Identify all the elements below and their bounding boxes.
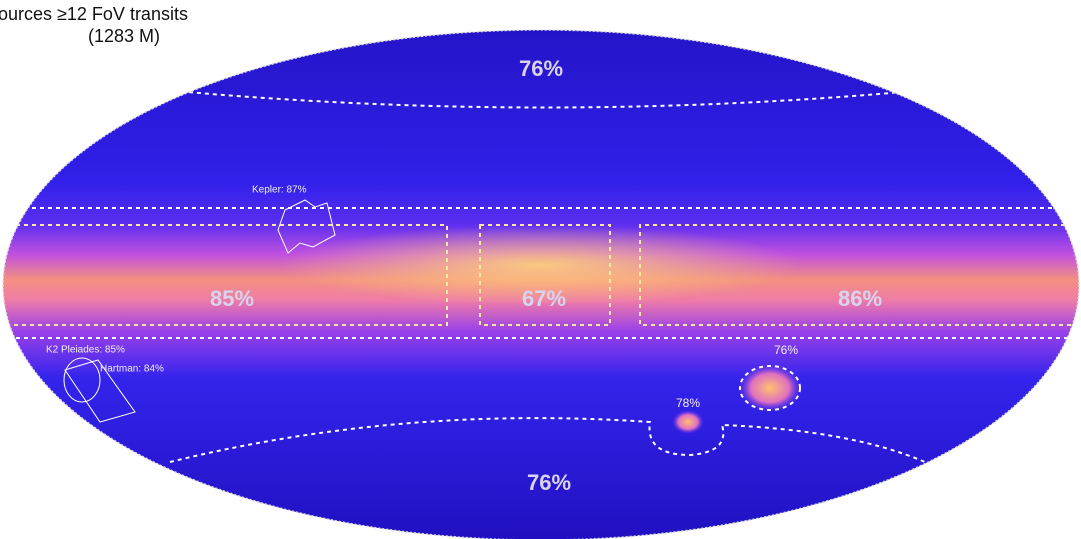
- region-label: 76%: [774, 343, 798, 357]
- region-label: 85%: [210, 286, 254, 311]
- field-label: K2 Pleiades: 85%: [46, 345, 125, 356]
- header-line: (1283 M): [88, 26, 160, 46]
- region-label: 86%: [838, 286, 882, 311]
- field-label: Kepler: 87%: [252, 185, 307, 196]
- header-line: ources ≥12 FoV transits: [0, 4, 188, 24]
- region-label: 78%: [676, 396, 700, 410]
- region-label: 76%: [519, 56, 563, 81]
- region-label: 67%: [522, 286, 566, 311]
- sky: [3, 30, 1079, 539]
- region-label: 76%: [527, 470, 571, 495]
- field-label: Hartman: 84%: [100, 364, 164, 375]
